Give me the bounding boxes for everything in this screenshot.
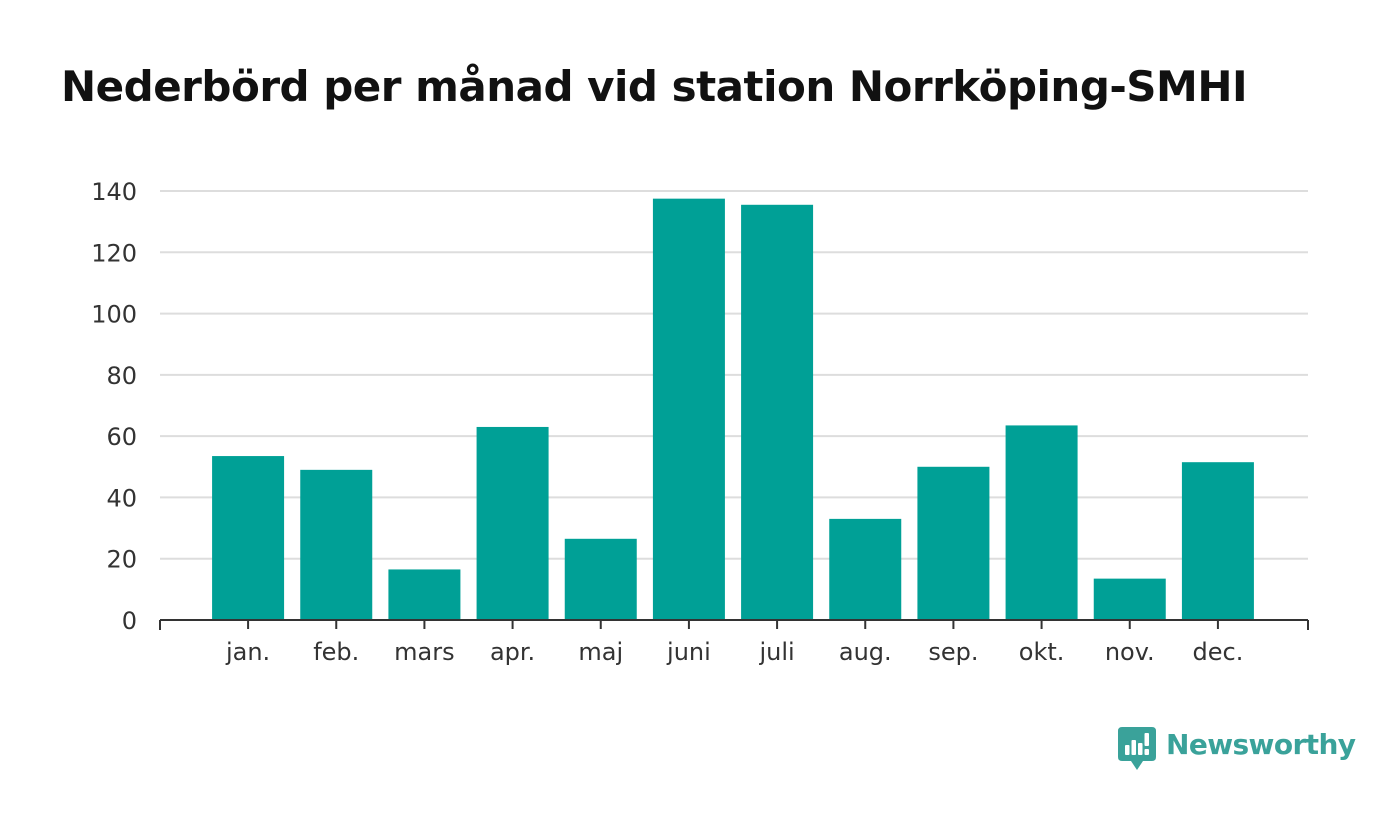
x-tick-label-aug: aug. — [839, 638, 892, 666]
newsworthy-logo-icon — [1118, 727, 1156, 770]
bar-juli — [741, 204, 814, 620]
bar-okt — [1005, 425, 1078, 620]
bar-sep — [917, 466, 990, 620]
x-tick-label-jan: jan. — [225, 638, 270, 666]
y-tick-label-0: 0 — [122, 607, 137, 635]
newsworthy-logo: Newsworthy — [1118, 727, 1356, 773]
x-tick-label-mars: mars — [394, 638, 454, 666]
x-axis — [159, 619, 1309, 630]
x-tick-label-feb: feb. — [313, 638, 359, 666]
bar-dec — [1181, 462, 1254, 620]
x-axis-ticks: jan. feb. mars apr. maj juni juli aug. sep. okt. n… — [225, 638, 1243, 666]
x-tick-label-okt: okt. — [1019, 638, 1065, 666]
bar-feb — [300, 469, 373, 620]
y-tick-label-100: 100 — [91, 301, 137, 329]
y-tick-label-120: 120 — [91, 239, 137, 267]
x-tick-label-juli: juli — [758, 638, 794, 666]
x-tick-label-maj: maj — [578, 638, 623, 666]
bar-apr — [476, 426, 549, 620]
bar-aug — [829, 518, 902, 620]
x-tick-label-juni: juni — [666, 638, 711, 666]
bar-mars — [388, 569, 461, 620]
bar-chart: 0 20 40 60 80 100 120 140 jan. feb. mars apr. maj ju… — [91, 178, 1309, 666]
x-tick-label-apr: apr. — [490, 638, 535, 666]
brand-name: Newsworthy — [1166, 728, 1356, 761]
x-tick-label-dec: dec. — [1193, 638, 1244, 666]
y-tick-label-80: 80 — [106, 362, 137, 390]
y-tick-label-60: 60 — [106, 423, 137, 451]
y-tick-label-40: 40 — [106, 484, 137, 512]
bar-juni — [652, 198, 725, 621]
bar-maj — [564, 538, 637, 620]
y-tick-label-140: 140 — [91, 178, 137, 206]
x-tick-label-nov: nov. — [1105, 638, 1155, 666]
chart-title: Nederbörd per månad vid station Norrköpi… — [61, 62, 1248, 111]
y-tick-label-20: 20 — [106, 546, 137, 574]
x-tick-label-sep: sep. — [928, 638, 978, 666]
y-axis-ticks: 0 20 40 60 80 100 120 140 — [91, 178, 137, 635]
bars — [212, 198, 1254, 621]
bar-jan — [212, 456, 285, 620]
bar-nov — [1093, 578, 1166, 620]
